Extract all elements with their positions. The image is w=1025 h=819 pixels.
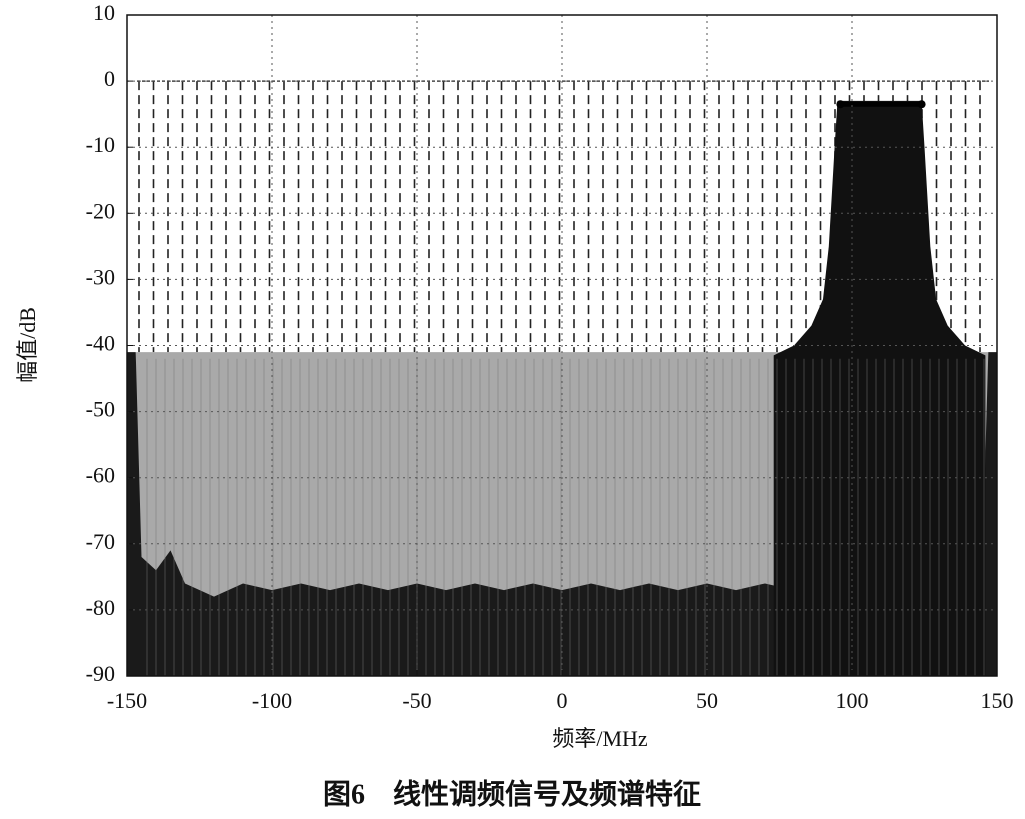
- y-tick-label: -90: [86, 661, 115, 686]
- y-tick-label: 10: [93, 0, 115, 25]
- area: [773, 100, 986, 677]
- x-axis-label: 频率/MHz: [552, 726, 648, 751]
- y-tick-label: 0: [104, 66, 115, 91]
- y-tick-label: -30: [86, 264, 115, 289]
- x-tick-label: 150: [981, 688, 1014, 713]
- y-tick-label: -70: [86, 529, 115, 554]
- y-axis-label: 幅值/dB: [15, 307, 40, 383]
- x-tick-label: 0: [557, 688, 568, 713]
- x-tick-label: 100: [836, 688, 869, 713]
- x-tick-label: -100: [252, 688, 292, 713]
- plot-frame: [126, 14, 998, 677]
- x-tick-label: -50: [402, 688, 431, 713]
- x-tick-label: 50: [696, 688, 718, 713]
- line-end: [836, 100, 845, 109]
- y-tick-label: -80: [86, 595, 115, 620]
- line-end: [917, 100, 926, 109]
- y-tick-label: -50: [86, 397, 115, 422]
- x-tick-label: -150: [107, 688, 147, 713]
- caption: 图6 线性调频信号及频谱特征: [323, 777, 701, 810]
- y-tick-label: -20: [86, 198, 115, 223]
- y-tick-label: -40: [86, 331, 115, 356]
- y-tick-label: -10: [86, 132, 115, 157]
- y-tick-label: -60: [86, 463, 115, 488]
